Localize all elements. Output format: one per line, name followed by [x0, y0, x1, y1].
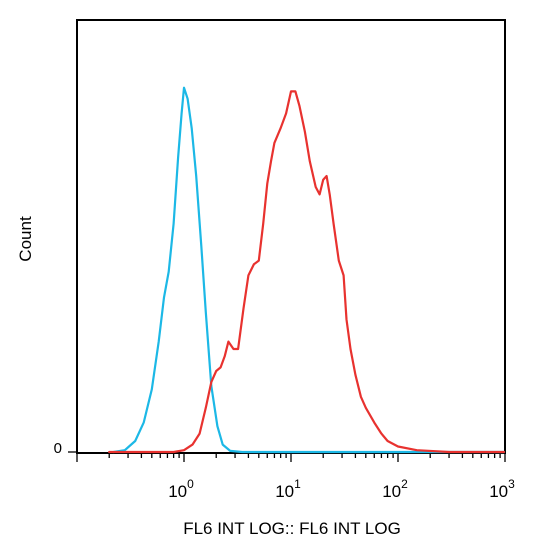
- x-tick-label: 100: [168, 477, 194, 501]
- x-tick-label: 102: [382, 477, 408, 501]
- x-tick-label: 101: [275, 477, 301, 501]
- y-tick-label: 0: [54, 440, 62, 457]
- y-axis-label: Count: [16, 216, 35, 262]
- plot-frame: [76, 19, 506, 454]
- series-layer: [108, 86, 506, 454]
- y-axis-ticks: 0: [54, 440, 77, 457]
- series-line-1: [112, 86, 506, 454]
- x-tick-label: 103: [489, 477, 515, 501]
- x-axis-label: FL6 INT LOG:: FL6 INT LOG: [183, 519, 401, 538]
- series-line-2: [108, 90, 506, 454]
- x-axis-ticks: 100 101 102 103: [76, 453, 515, 501]
